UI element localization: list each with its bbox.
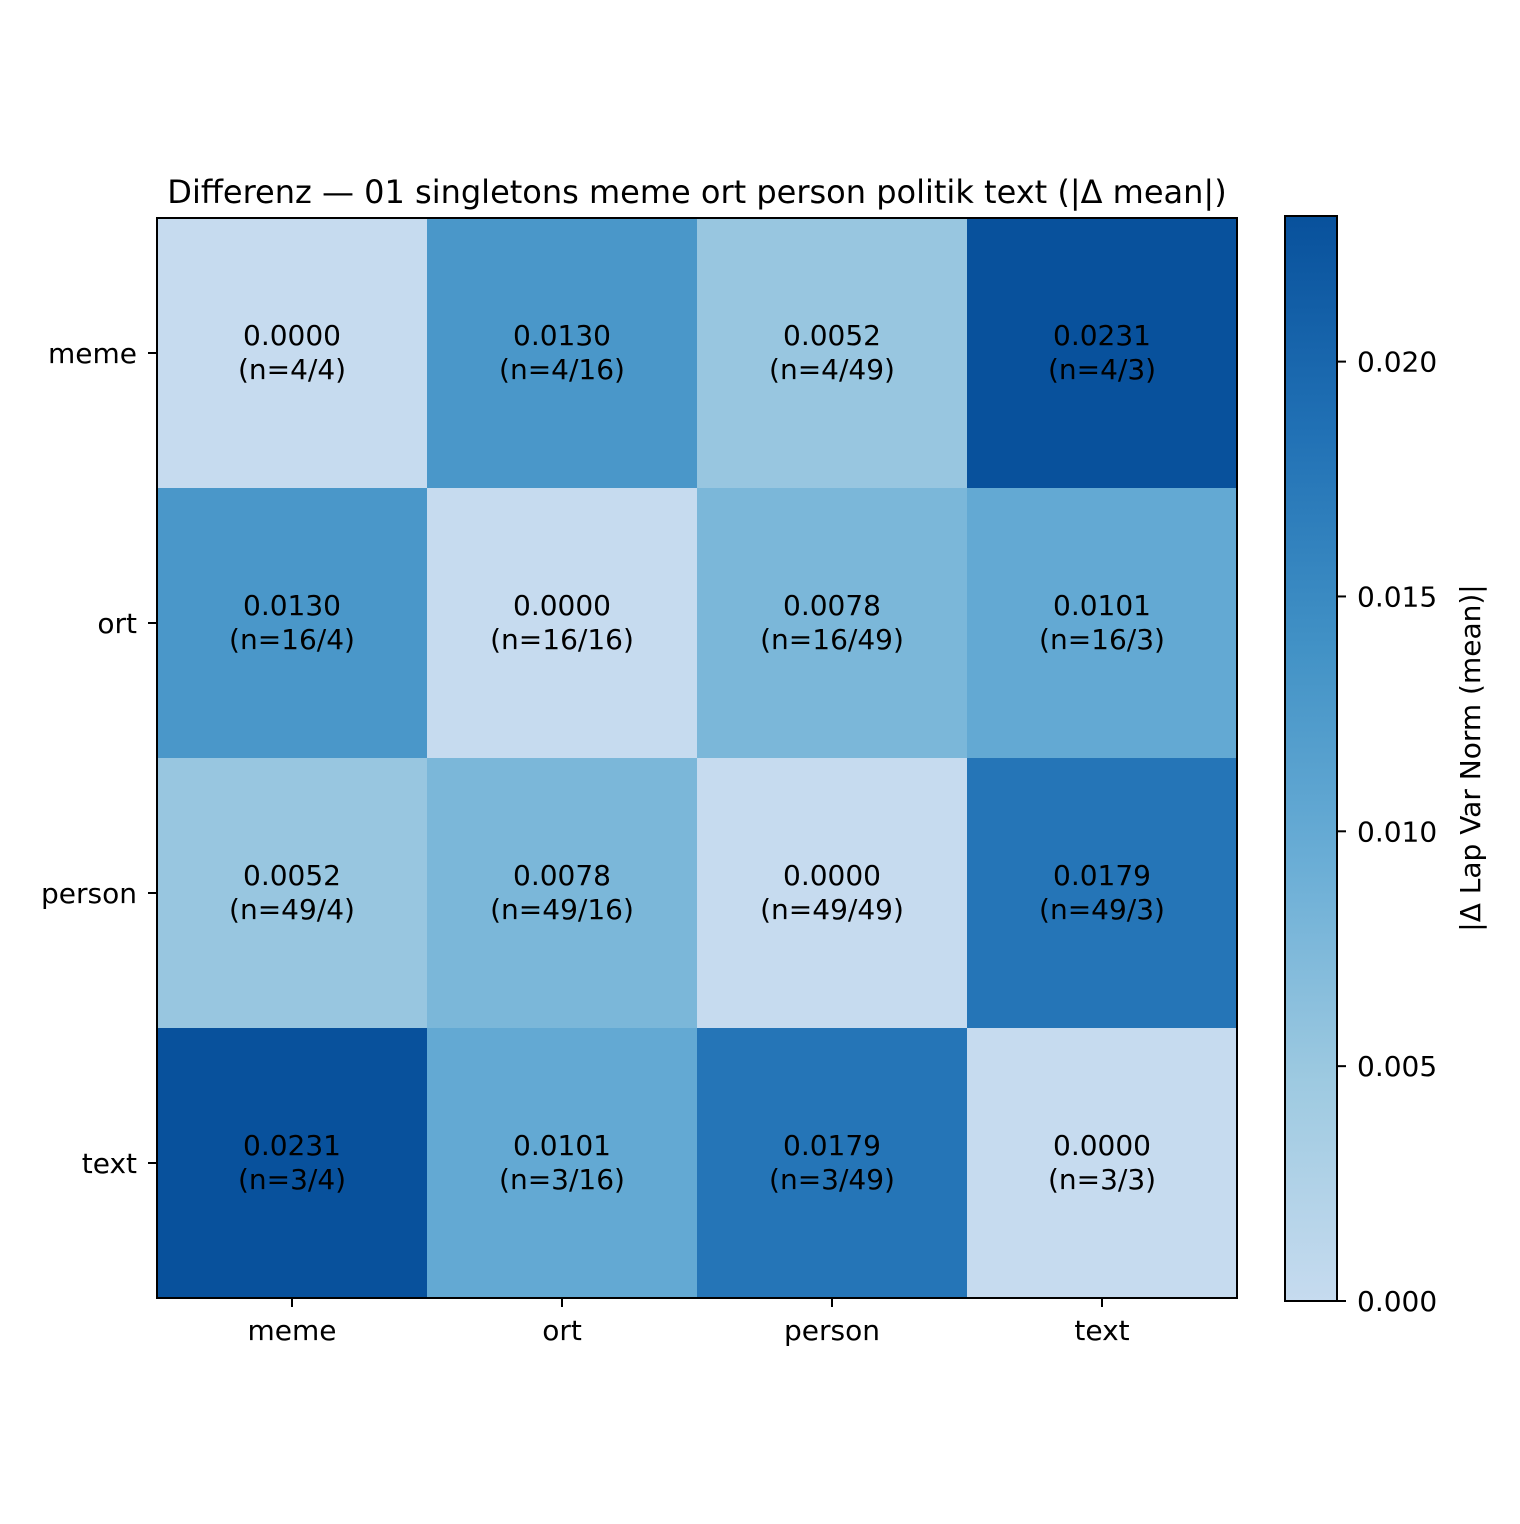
colorbar [1284,215,1338,1302]
cell-value-label: 0.0130 [513,319,611,352]
colorbar-tick-label: 0.005 [1357,1050,1437,1083]
cell-count-label: (n=49/4) [229,893,355,926]
heatmap-cell-text-ort [427,1028,698,1299]
cell-value-label: 0.0130 [243,589,341,622]
plot-frame [156,217,1238,1299]
heatmap-cell-person-person [697,758,968,1029]
heatmap-cell-ort-text [967,488,1238,759]
cell-value-label: 0.0000 [1053,1129,1151,1162]
cell-value-label: 0.0000 [243,319,341,352]
y-axis: meme ort person text [41,337,157,1180]
y-tick-label: ort [97,607,137,640]
colorbar-tick-label: 0.015 [1357,580,1437,613]
x-tick-label: meme [247,1314,336,1347]
cell-count-label: (n=16/4) [229,623,355,656]
cell-value-label: 0.0078 [513,859,611,892]
cell-count-label: (n=3/16) [499,1163,625,1196]
cell-value-label: 0.0000 [513,589,611,622]
heatmap-cell-meme-meme [157,218,428,489]
cell-count-label: (n=4/3) [1048,353,1156,386]
colorbar-tick-label: 0.020 [1357,346,1437,379]
heatmap-cells [157,218,1238,1299]
chart-title: Differenz — 01 singletons meme ort perso… [167,173,1226,211]
heatmap-cell-meme-text [967,218,1238,489]
cell-count-label: (n=49/49) [760,893,904,926]
cell-value-label: 0.0231 [1053,319,1151,352]
cell-count-label: (n=3/4) [238,1163,346,1196]
x-tick-label: person [784,1314,880,1347]
colorbar-tick-label: 0.000 [1357,1285,1437,1318]
cell-value-label: 0.0101 [513,1129,611,1162]
cell-count-label: (n=4/49) [769,353,895,386]
cell-count-label: (n=16/3) [1039,623,1165,656]
cell-value-label: 0.0052 [783,319,881,352]
y-tick-label: text [82,1147,137,1180]
y-tick-label: person [41,877,137,910]
cell-count-label: (n=16/49) [760,623,904,656]
cell-count-label: (n=4/4) [238,353,346,386]
y-tick-label: meme [48,337,137,370]
cell-value-label: 0.0231 [243,1129,341,1162]
cell-value-label: 0.0000 [783,859,881,892]
heatmap-cell-meme-ort [427,218,698,489]
x-tick-label: ort [542,1314,582,1347]
cell-count-label: (n=49/3) [1039,893,1165,926]
heatmap-cell-text-person [697,1028,968,1299]
cell-count-label: (n=49/16) [490,893,634,926]
heatmap-cell-person-meme [157,758,428,1029]
cell-value-label: 0.0078 [783,589,881,622]
heatmap-cell-labels: 0.0000(n=4/4)0.0130(n=4/16)0.0052(n=4/49… [229,319,1165,1196]
heatmap-cell-ort-ort [427,488,698,759]
cell-value-label: 0.0179 [783,1129,881,1162]
x-tick-label: text [1074,1314,1129,1347]
colorbar-label: |Δ Lap Var Norm (mean)| [1454,584,1487,931]
cell-value-label: 0.0101 [1053,589,1151,622]
heatmap-cell-ort-meme [157,488,428,759]
cell-count-label: (n=3/49) [769,1163,895,1196]
colorbar-tick-label: 0.010 [1357,815,1437,848]
cell-value-label: 0.0179 [1053,859,1151,892]
heatmap-cell-ort-person [697,488,968,759]
colorbar-ticks: 0.000 0.005 0.010 0.015 0.020 [1337,346,1437,1318]
heatmap-cell-person-text [967,758,1238,1029]
heatmap-cell-meme-person [697,218,968,489]
cell-count-label: (n=3/3) [1048,1163,1156,1196]
cell-value-label: 0.0052 [243,859,341,892]
heatmap-cell-text-text [967,1028,1238,1299]
heatmap-cell-text-meme [157,1028,428,1299]
cell-count-label: (n=16/16) [490,623,634,656]
x-axis: meme ort person text [247,1298,1130,1347]
cell-count-label: (n=4/16) [499,353,625,386]
heatmap-cell-person-ort [427,758,698,1029]
